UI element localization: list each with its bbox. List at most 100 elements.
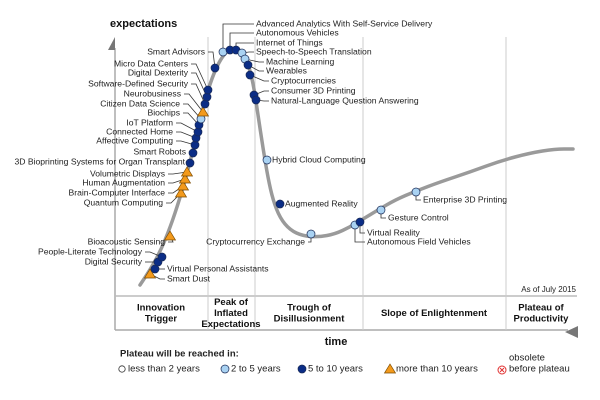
circle-marker-icon [262,155,272,165]
item-label: Consumer 3D Printing [271,85,356,95]
hype-item: Enterprise 3D Printing [411,187,507,204]
legend-label: less than 2 years [128,364,200,375]
circle-marker-icon [355,217,365,227]
leader-line [191,72,208,98]
hype-item: Bioacoustic Sensing [88,230,177,246]
item-label: Autonomous Field Vehicles [367,236,471,246]
hype-item: Cryptocurrency Exchange [206,229,316,246]
obsolete-marker-icon [497,365,507,375]
legend-item-5to10: 5 to 10 years [297,364,363,375]
legend-item-2to5: 2 to 5 years [220,364,281,375]
leader-line [176,131,197,139]
x-axis-label: time [325,336,348,348]
triangle-marker-icon [196,106,210,117]
item-label: Neurobusiness [124,88,181,98]
leader-line [208,51,216,69]
circle-marker-icon [210,63,220,73]
legend: Plateau will be reached in: less than 2 … [118,349,570,375]
hype-item: Wearables [243,60,307,75]
leader-line [244,58,264,63]
leader-line [359,226,365,234]
item-label: 3D Bioprinting Systems for Organ Transpl… [14,156,185,166]
leader-line [229,32,254,46]
item-label: Biochips [148,107,180,117]
item-label: Autonomous Vehicles [256,27,339,37]
circle-marker-icon [275,199,285,209]
hype-item: Smart Robots [133,146,198,158]
circle-marker-icon [245,70,255,80]
legend-title: Plateau will be reached in: [120,349,239,360]
hype-item: Smart Advisors [147,46,220,73]
item-label: Machine Learning [266,56,335,66]
phase-label: Plateau of Productivity [514,303,570,325]
triangle-marker-icon [178,173,192,184]
item-label: IoT Platform [126,117,173,127]
leader-line [235,42,254,46]
item-label: Speech-to-Speech Translation [256,46,372,56]
item-label: Volumetric Displays [90,168,165,178]
phase-label: Innovation Trigger [137,303,185,325]
circle-marker-icon [297,364,307,374]
triangle-marker-icon [176,180,190,191]
triangle-marker-icon [163,230,177,241]
hype-item: Human Augmentation [82,173,192,187]
item-label: Citizen Data Science [100,98,180,108]
legend-label: before plateau [509,364,570,375]
hype-item: People-Literate Technology [38,246,167,262]
hype-item: 3D Bioprinting Systems for Organ Transpl… [14,156,195,168]
circle-marker-icon [243,60,253,70]
item-label: Advanced Analytics With Self-Service Del… [256,18,433,28]
hype-item: Virtual Reality [355,217,421,237]
hype-item: Virtual Personal Assistants [150,263,269,274]
item-label: Enterprise 3D Printing [423,194,507,204]
item-label: Human Augmentation [82,177,165,187]
item-label: Cryptocurrencies [271,75,336,85]
item-label: Hybrid Cloud Computing [272,154,366,164]
circle-marker-icon [203,85,213,95]
item-label: Smart Dust [167,273,211,283]
triangle-marker-icon [174,187,188,198]
circle-marker-icon [185,158,195,168]
leader-line [176,140,196,146]
item-label: Software-Defined Security [88,78,189,88]
legend-item-lt2: less than 2 years [118,364,200,375]
as-of-date: As of July 2015 [521,285,576,294]
circle-marker-icon [220,364,230,374]
y-axis-arrow-icon [108,37,115,50]
legend-label: 5 to 10 years [308,364,363,375]
hype-item: Cryptocurrencies [245,70,336,85]
item-label: Digital Security [85,256,143,266]
x-axis-arrow-icon [565,326,578,338]
item-label: Augmented Reality [285,198,358,208]
leader-line [184,93,204,113]
leader-line [168,171,188,175]
item-label: Virtual Reality [367,227,421,237]
circle-marker-icon [411,187,421,197]
leader-line [415,196,421,201]
circle-marker-icon [157,252,167,262]
leader-line [191,63,209,91]
hype-item: Quantum Computing [84,187,188,207]
item-label: Natural-Language Question Answering [271,95,419,105]
circle-marker-icon [251,95,261,105]
leader-line [176,122,199,133]
circle-marker-icon [306,229,316,239]
leader-line [183,112,200,126]
legend-item-gt10: more than 10 years [383,363,478,375]
leader-line [191,83,206,105]
item-label: Bioacoustic Sensing [88,236,166,246]
phase-label: Trough of Disillusionment [274,303,346,325]
item-label: Smart Advisors [147,46,205,56]
leader-line [249,74,269,82]
circle-marker-icon [118,365,126,373]
item-label: Digital Dexterity [128,67,189,77]
item-label: Smart Robots [133,146,186,156]
hype-item: Advanced Analytics With Self-Service Del… [218,18,433,57]
item-label: Internet of Things [256,37,323,47]
item-label: Virtual Personal Assistants [167,263,269,273]
hype-item: Brain-Computer Interface [69,180,190,197]
leader-line [183,103,202,120]
phase-label: Peak of Inflated Expectations [201,297,260,330]
